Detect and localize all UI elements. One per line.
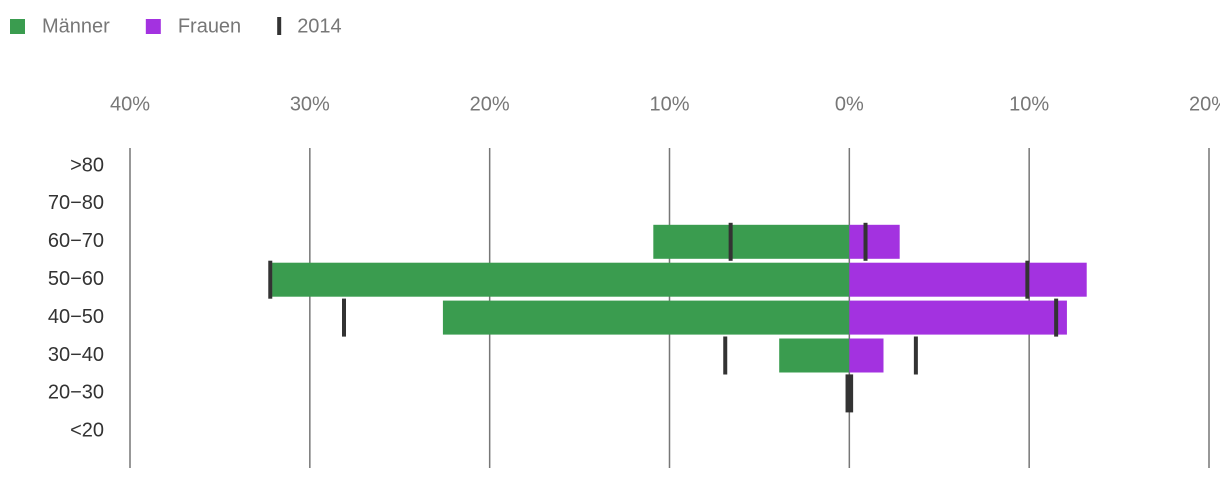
reference-marker bbox=[342, 298, 347, 337]
x-tick-label: 20% bbox=[470, 93, 510, 115]
reference-marker bbox=[723, 336, 728, 375]
legend-label: Männer bbox=[42, 15, 110, 37]
reference-marker bbox=[1025, 260, 1030, 299]
bar bbox=[849, 300, 1067, 335]
bar bbox=[272, 262, 850, 297]
legend-label: 2014 bbox=[297, 15, 342, 37]
x-tick-label: 10% bbox=[649, 93, 689, 115]
y-tick-label: 20−30 bbox=[48, 382, 104, 404]
x-tick-label: 0% bbox=[835, 93, 864, 115]
x-tick-label: 30% bbox=[290, 93, 330, 115]
reference-marker bbox=[863, 222, 868, 261]
bar bbox=[779, 338, 850, 373]
bar bbox=[442, 300, 850, 335]
bar bbox=[849, 338, 884, 373]
legend-label: Frauen bbox=[178, 15, 241, 37]
legend-swatch bbox=[277, 17, 282, 35]
y-tick-label: 50−60 bbox=[48, 268, 104, 290]
reference-marker bbox=[728, 222, 733, 261]
y-tick-label: 70−80 bbox=[48, 192, 104, 214]
reference-marker bbox=[845, 374, 850, 413]
reference-marker bbox=[849, 374, 854, 413]
reference-marker bbox=[913, 336, 918, 375]
x-tick-label: 40% bbox=[110, 93, 150, 115]
reference-marker bbox=[1054, 298, 1059, 337]
legend-swatch bbox=[145, 19, 161, 34]
x-tick-label: 20% bbox=[1189, 93, 1220, 115]
y-tick-label: 40−50 bbox=[48, 306, 104, 328]
x-tick-label: 10% bbox=[1009, 93, 1049, 115]
legend-swatch bbox=[10, 19, 25, 34]
bar bbox=[653, 224, 850, 259]
bar bbox=[849, 262, 1087, 297]
y-tick-label: <20 bbox=[70, 420, 104, 442]
reference-marker bbox=[268, 260, 273, 299]
y-tick-label: >80 bbox=[70, 154, 104, 176]
bar bbox=[849, 224, 900, 259]
y-tick-label: 60−70 bbox=[48, 230, 104, 252]
y-tick-label: 30−40 bbox=[48, 344, 104, 366]
